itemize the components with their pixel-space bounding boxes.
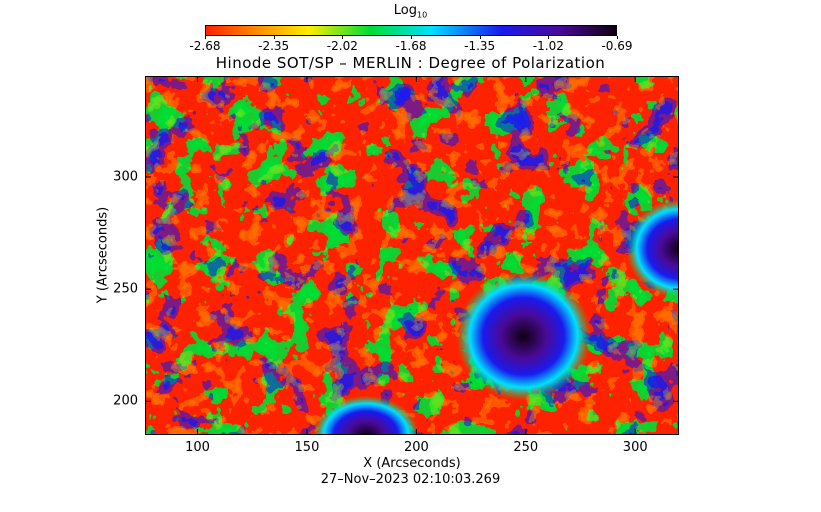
x-axis-label: X (Arcseconds) (363, 456, 461, 471)
x-tick-label: 100 (185, 440, 210, 455)
heatmap-texture-yellow (145, 76, 679, 435)
colorbar-tick-label: -0.69 (601, 39, 633, 53)
heatmap (145, 76, 679, 435)
spot-features (313, 199, 679, 435)
colorbar-tick-label: -2.02 (326, 39, 358, 53)
timestamp: 27–Nov–2023 02:10:03.269 (320, 472, 501, 487)
colorbar-tickmark (617, 36, 618, 39)
y-tick-label: 300 (113, 169, 138, 185)
colorbar-tick-label: -1.02 (532, 39, 564, 53)
colorbar-tickmark (342, 36, 344, 39)
colorbar-label: Log (393, 3, 418, 18)
colorbar-tick-label: -1.35 (464, 39, 496, 53)
axis-tickmarks (145, 76, 679, 435)
plot-frame (145, 76, 679, 435)
x-tick-label: 250 (513, 440, 539, 455)
colorbar-tick-label: -2.35 (258, 39, 290, 53)
y-tick-label: 250 (113, 281, 138, 297)
colorbar-tickmark (479, 36, 481, 39)
colorbar-tick-label: -2.68 (189, 39, 221, 53)
spot-feature (456, 272, 592, 401)
spot-feature (313, 395, 419, 435)
colorbar-tickmark (205, 36, 206, 39)
spot-feature (626, 199, 679, 299)
x-tick-label: 200 (403, 440, 429, 455)
colorbar-label-sub: 10 (417, 10, 428, 20)
x-tick-label: 150 (294, 440, 320, 455)
colorbar-tick-label: -1.68 (395, 39, 427, 53)
colorbar-tickmark (273, 36, 275, 39)
plot-area (145, 76, 679, 435)
x-tick-label: 300 (622, 440, 648, 455)
y-tick-label: 200 (113, 393, 138, 409)
colorbar-tickmark (548, 36, 550, 39)
colorbar-tickmark (411, 36, 412, 39)
y-axis-label: Y (Arcseconds) (95, 206, 111, 304)
chart-title: Hinode SOT/SP – MERLIN : Degree of Polar… (215, 54, 606, 72)
colorbar-title: Log10 (0, 3, 821, 20)
colorbar (205, 25, 617, 36)
